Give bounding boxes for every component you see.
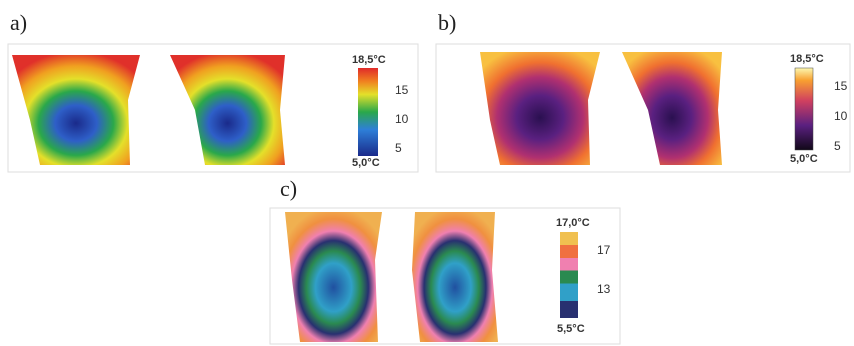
color-scale [560, 232, 578, 318]
scale-min: 5,0°C [790, 153, 818, 165]
scale-tick: 5 [834, 139, 841, 153]
color-scale [358, 68, 378, 156]
thermal-image [412, 212, 498, 342]
scale-tick: 5 [395, 141, 402, 155]
scale-tick: 10 [834, 109, 848, 123]
scale-max: 17,0°C [556, 217, 590, 229]
scale-max: 18,5°C [790, 53, 824, 65]
panel-a: a) 18,5°C 5,0°C 15 10 5 [10, 10, 409, 169]
thermal-image [170, 55, 285, 165]
panel-label: a) [10, 10, 27, 35]
scale-tick: 10 [395, 112, 409, 126]
scale-max: 18,5°C [352, 54, 386, 66]
panel-b: b) 18,5°C 5,0°C 15 10 5 [438, 10, 848, 165]
figure: a) 18,5°C 5,0°C 15 10 5 b) 18,5°C 5,0°C … [0, 0, 854, 346]
scale-min: 5,5°C [557, 323, 585, 335]
scale-tick: 15 [834, 79, 848, 93]
thermal-image [622, 52, 722, 165]
scale-min: 5,0°C [352, 157, 380, 169]
thermal-image [480, 52, 600, 165]
panel-label: c) [280, 176, 297, 201]
thermal-image [285, 212, 382, 342]
color-scale [795, 68, 813, 150]
scale-tick: 13 [597, 282, 611, 296]
scale-tick: 15 [395, 83, 409, 97]
thermal-image [12, 55, 140, 165]
panel-label: b) [438, 10, 456, 35]
panel-c: c) 17,0°C 5,5°C 17 13 [280, 176, 611, 342]
scale-tick: 17 [597, 243, 611, 257]
